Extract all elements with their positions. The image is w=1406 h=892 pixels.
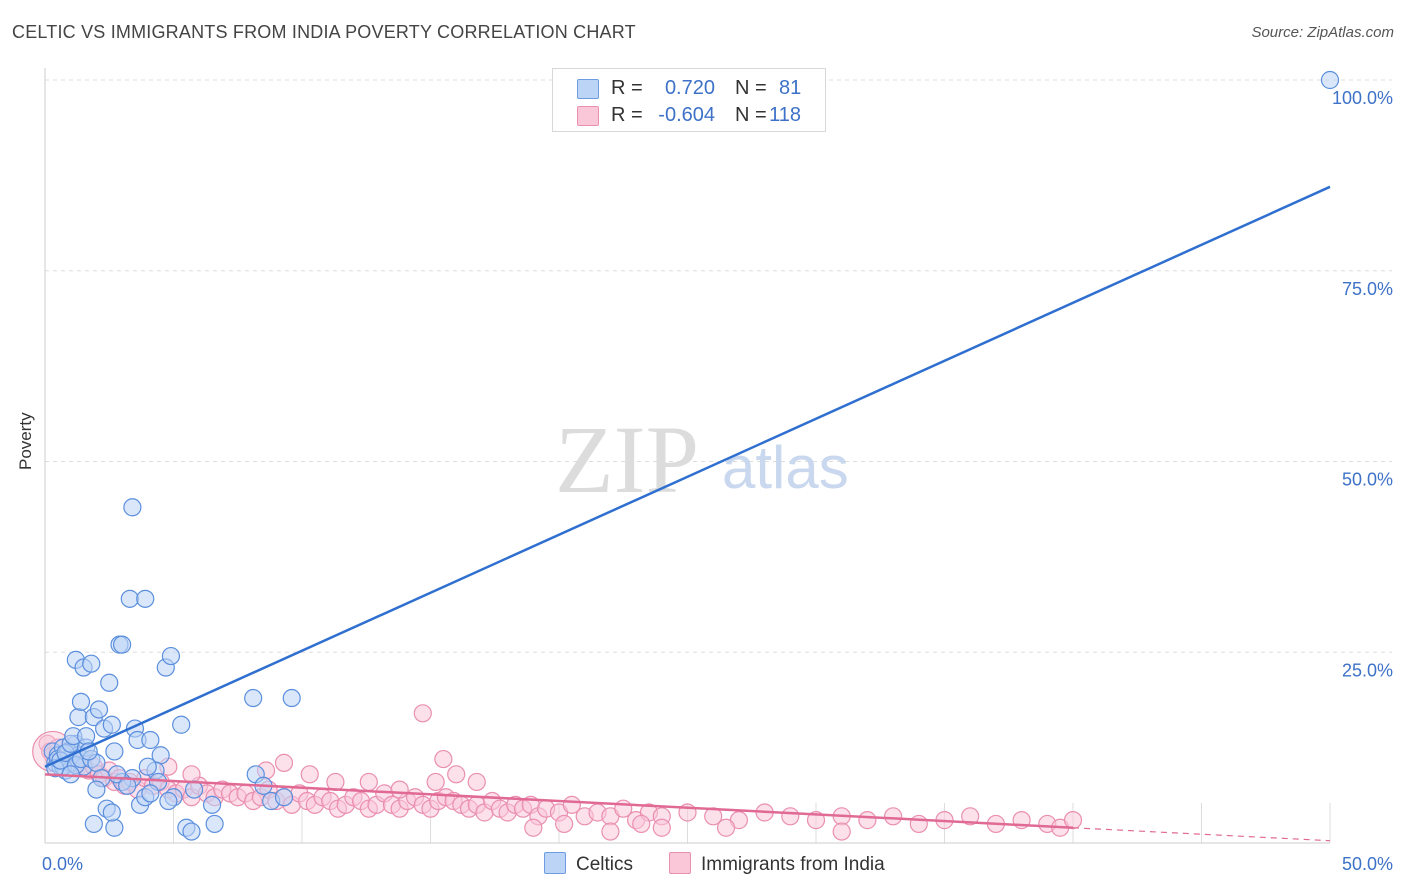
india-point [632, 814, 651, 834]
y-tick-label: 50.0% [1342, 470, 1393, 490]
legend-india[interactable]: Immigrants from India [669, 852, 885, 876]
celtics-point [184, 780, 204, 799]
celtics-n-label: N = [735, 77, 767, 99]
india-swatch [577, 106, 599, 126]
india-point [652, 818, 671, 837]
legend-india-label: Immigrants from India [701, 854, 885, 875]
y-tick-label: 25.0% [1342, 660, 1393, 680]
legend-celtics[interactable]: Celtics [544, 852, 633, 876]
celtics-point [202, 795, 222, 814]
axes [44, 68, 1330, 844]
celtics-point [161, 646, 181, 666]
x-tick-label: 0.0% [42, 854, 83, 874]
celtics-point [71, 692, 91, 711]
india-point [858, 811, 877, 830]
india-n-value: 118 [769, 104, 801, 126]
india-point [182, 765, 201, 784]
india-point [467, 772, 486, 792]
india-point [434, 749, 453, 769]
india-r-label: R = [611, 104, 643, 126]
india-point [274, 753, 294, 772]
celtics-point [182, 822, 201, 841]
india-point [447, 765, 466, 784]
celtics-point [118, 776, 137, 795]
celtics-point [120, 589, 139, 608]
celtics-point [172, 715, 191, 734]
celtics-point [82, 654, 101, 673]
india-point [909, 814, 928, 834]
legend-celtics-swatch [544, 852, 566, 874]
celtics-trend-line [44, 185, 1331, 768]
x-tick-label: 50.0% [1342, 854, 1393, 874]
celtics-r-label: R = [611, 77, 643, 99]
india-point [883, 807, 903, 826]
india-point [601, 822, 620, 841]
chart-title: CELTIC VS IMMIGRANTS FROM INDIA POVERTY … [12, 22, 636, 42]
watermark-zip: ZIP [555, 406, 699, 513]
india-point [832, 822, 851, 841]
celtics-point [105, 818, 124, 837]
celtics-point [105, 742, 124, 761]
india-point [1063, 811, 1083, 830]
india-point [426, 772, 445, 792]
celtics-point [89, 700, 109, 719]
celtics-point [123, 498, 142, 517]
celtics-point [205, 814, 224, 834]
legend-india-swatch [669, 852, 691, 874]
celtics-point [87, 780, 106, 799]
india-point [413, 704, 432, 723]
y-tick-label: 75.0% [1342, 279, 1393, 299]
india-point [961, 807, 980, 826]
trend-lines [44, 185, 1331, 842]
india-r-value: -0.604 [658, 104, 715, 126]
celtics-point [77, 727, 96, 746]
india-point [359, 772, 378, 792]
stats-row-celtics: R = 0.720 N = 81 [553, 75, 825, 101]
india-n-label: N = [735, 104, 767, 126]
celtics-point [141, 730, 160, 750]
celtics-point [69, 708, 88, 727]
india-point [390, 780, 409, 799]
stats-box: R = 0.720 N = 81 R = -0.604 N = 118 [552, 68, 826, 132]
celtics-swatch [577, 79, 599, 99]
y-tick-label: 100.0% [1332, 88, 1393, 108]
source-label: Source: ZipAtlas.com [1251, 24, 1394, 41]
celtics-point [244, 688, 263, 708]
celtics-point [1320, 70, 1340, 90]
watermark: ZIP atlas [555, 406, 849, 513]
india-trend-extension [1072, 827, 1331, 842]
celtics-point [138, 757, 157, 776]
india-point [524, 818, 543, 837]
celtics-n-value: 81 [779, 77, 802, 99]
celtics-point [84, 814, 103, 834]
celtics-point [100, 673, 119, 692]
celtics-r-value: 0.720 [664, 77, 715, 99]
watermark-atlas: atlas [722, 434, 849, 501]
stats-row-india: R = -0.604 N = 118 [553, 102, 825, 128]
celtics-point [112, 635, 132, 654]
celtics-point [102, 803, 121, 822]
celtics-point [159, 791, 178, 811]
india-point [555, 814, 574, 834]
india-point [781, 807, 800, 826]
india-point [716, 818, 736, 837]
india-point [300, 765, 319, 784]
celtics-point [282, 688, 301, 708]
legend-celtics-label: Celtics [576, 854, 634, 875]
tick-labels: 25.0% 50.0% 75.0% 100.0% 0.0% 50.0% [42, 88, 1393, 874]
india-trend-line [44, 773, 1074, 829]
celtics-point [141, 784, 160, 803]
celtics-point [274, 788, 294, 807]
celtics-point [102, 715, 121, 734]
india-point [806, 811, 826, 830]
celtics-point [136, 589, 155, 608]
